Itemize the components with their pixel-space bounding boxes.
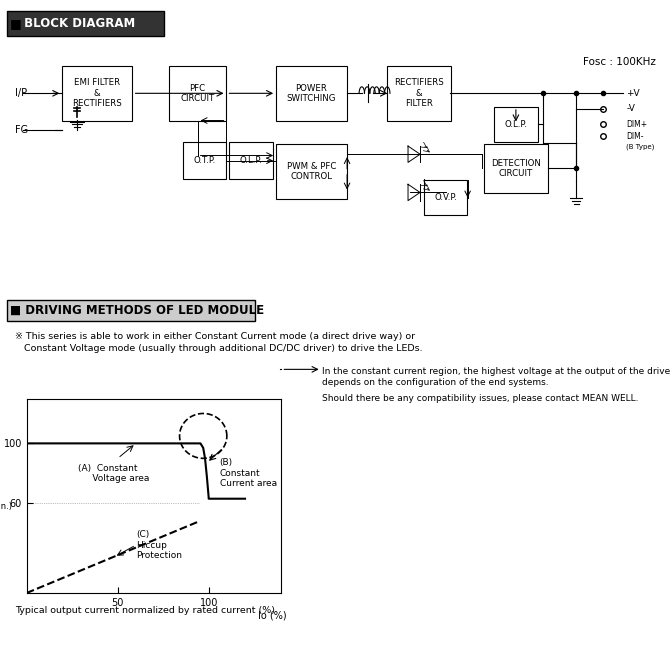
Text: O.L.P.: O.L.P.: [505, 120, 527, 129]
FancyBboxPatch shape: [484, 145, 548, 193]
FancyBboxPatch shape: [62, 66, 133, 121]
FancyBboxPatch shape: [229, 142, 273, 179]
Text: Io (%): Io (%): [258, 611, 287, 621]
Text: FG: FG: [15, 124, 28, 135]
Text: (B)
Constant
Current area: (B) Constant Current area: [220, 458, 277, 488]
Text: PFC
CIRCUIT: PFC CIRCUIT: [180, 84, 215, 103]
Text: O.T.P.: O.T.P.: [193, 156, 216, 165]
Text: ■ DRIVING METHODS OF LED MODULE: ■ DRIVING METHODS OF LED MODULE: [10, 304, 264, 317]
Text: O.L.P.: O.L.P.: [240, 156, 263, 165]
Text: In the constant current region, the highest voltage at the output of the driver: In the constant current region, the high…: [322, 367, 670, 376]
Text: PWM & PFC
CONTROL: PWM & PFC CONTROL: [287, 162, 336, 181]
FancyBboxPatch shape: [7, 300, 255, 321]
Text: ※ This series is able to work in either Constant Current mode (a direct drive wa: ※ This series is able to work in either …: [15, 332, 422, 353]
Text: (A)  Constant
     Voltage area: (A) Constant Voltage area: [78, 463, 149, 483]
Text: I/P: I/P: [15, 88, 27, 98]
Text: +V: +V: [626, 89, 640, 98]
FancyBboxPatch shape: [276, 145, 347, 200]
FancyBboxPatch shape: [494, 106, 537, 142]
Text: (C)
Hiccup
Protection: (C) Hiccup Protection: [136, 530, 182, 560]
Text: -V: -V: [626, 104, 635, 113]
FancyBboxPatch shape: [169, 66, 226, 121]
Text: Fosc : 100KHz: Fosc : 100KHz: [583, 56, 656, 67]
Text: (min.): (min.): [0, 502, 12, 511]
FancyBboxPatch shape: [387, 66, 450, 121]
Text: DETECTION
CIRCUIT: DETECTION CIRCUIT: [491, 159, 541, 178]
Text: ■: ■: [10, 17, 22, 30]
Text: (B Type): (B Type): [626, 143, 655, 150]
Text: RECTIFIERS
&
FILTER: RECTIFIERS & FILTER: [394, 78, 444, 108]
Text: EMI FILTER
&
RECTIFIERS: EMI FILTER & RECTIFIERS: [72, 78, 122, 108]
FancyBboxPatch shape: [276, 66, 347, 121]
Text: Typical output current normalized by rated current (%): Typical output current normalized by rat…: [15, 606, 275, 615]
Text: DIM+: DIM+: [626, 120, 648, 129]
FancyBboxPatch shape: [7, 11, 164, 36]
Text: O.V.P.: O.V.P.: [434, 193, 457, 202]
Y-axis label: Vo(%): Vo(%): [0, 481, 1, 510]
Text: Should there be any compatibility issues, please contact MEAN WELL.: Should there be any compatibility issues…: [322, 394, 638, 403]
Text: depends on the configuration of the end systems.: depends on the configuration of the end …: [322, 378, 548, 388]
Text: DIM-: DIM-: [626, 132, 644, 141]
Text: BLOCK DIAGRAM: BLOCK DIAGRAM: [20, 17, 135, 30]
FancyBboxPatch shape: [424, 180, 468, 216]
Text: POWER
SWITCHING: POWER SWITCHING: [287, 84, 336, 103]
FancyBboxPatch shape: [182, 142, 226, 179]
